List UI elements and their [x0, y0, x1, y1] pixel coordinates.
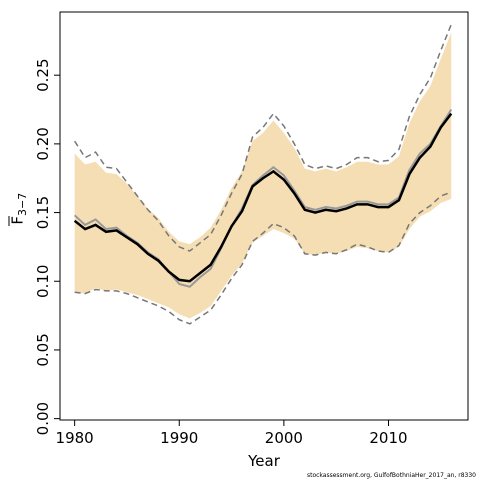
y-tick-label: 0.00	[34, 402, 52, 435]
x-tick-label: 1980	[56, 429, 94, 447]
x-tick-label: 2010	[369, 429, 407, 447]
y-label-sub: 3−7	[16, 193, 29, 216]
series-line	[73, 112, 453, 283]
y-tick-label: 0.10	[34, 265, 52, 298]
x-tick-label: 1990	[160, 429, 198, 447]
series-line	[74, 24, 452, 252]
y-tick-label: 0.25	[34, 58, 52, 91]
x-tick-label: 2000	[265, 429, 303, 447]
y-tick-label: 0.05	[34, 333, 52, 366]
y-label-main: F	[9, 216, 27, 225]
y-tick-label: 0.20	[34, 127, 52, 160]
y-axis-label: F 3−7	[8, 193, 29, 226]
footer: stockassessment.org, GulfofBothniaHer_20…	[307, 472, 476, 479]
x-axis-label: Year	[247, 452, 281, 470]
plot-frame	[59, 11, 469, 421]
y-tick-label: 0.15	[34, 196, 52, 229]
series-line	[74, 191, 452, 325]
